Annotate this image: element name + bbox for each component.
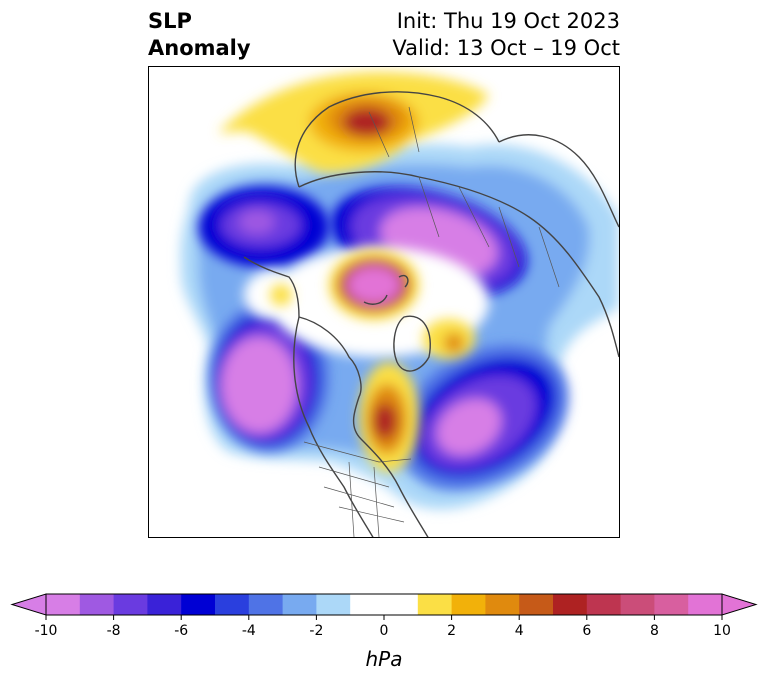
colorbar-swatch bbox=[519, 594, 554, 615]
greenland-coast bbox=[393, 315, 431, 372]
map-title: SLP Anomaly bbox=[148, 8, 251, 62]
colorbar-tick-label: -2 bbox=[309, 623, 323, 639]
colorbar-swatch bbox=[282, 594, 317, 615]
colorbar-swatch bbox=[316, 594, 351, 615]
low-north-atlantic bbox=[399, 344, 569, 490]
title-anomaly: Anomaly bbox=[148, 36, 251, 60]
asia-east-coast bbox=[498, 134, 619, 228]
colorbar-swatch bbox=[485, 594, 520, 615]
colorbar-tick-label: 10 bbox=[713, 623, 731, 639]
alaska-low-core bbox=[239, 210, 275, 234]
colorbar-swatch bbox=[417, 594, 453, 615]
map-dates: Init: Thu 19 Oct 2023 Valid: 13 Oct – 19… bbox=[392, 8, 620, 62]
europe-high-red bbox=[343, 108, 391, 136]
colorbar-swatch bbox=[46, 594, 81, 615]
high-central-asia bbox=[270, 284, 475, 359]
valid-range: Valid: 13 Oct – 19 Oct bbox=[392, 36, 620, 60]
colorbar-swatch bbox=[248, 594, 284, 615]
coastlines bbox=[243, 91, 619, 537]
colorbar-unit: hPa bbox=[365, 647, 403, 671]
colorbar-tick-label: 2 bbox=[447, 623, 456, 639]
colorbar-swatch bbox=[553, 594, 588, 615]
colorbar-swatch bbox=[79, 594, 115, 615]
country-borders bbox=[303, 106, 560, 537]
colorbar-tick-label: 0 bbox=[380, 623, 389, 639]
eurasia-coast bbox=[298, 171, 619, 358]
colorbar-swatch bbox=[586, 594, 622, 615]
arctic-islands bbox=[363, 274, 409, 305]
colorbar-tick-label: 4 bbox=[515, 623, 524, 639]
colorbar-tick-label: 8 bbox=[650, 623, 659, 639]
alaska-coast bbox=[243, 256, 300, 318]
colorbar-swatch bbox=[688, 594, 723, 615]
colorbar-swatch bbox=[350, 594, 385, 615]
colorbar-tick-label: -6 bbox=[174, 623, 188, 639]
europe-coast bbox=[294, 91, 500, 188]
bering-high-yellow bbox=[270, 284, 292, 306]
anomaly-map bbox=[148, 66, 620, 538]
colorbar: -10 -8 -6 -4 -2 0 2 4 6 8 10 bbox=[0, 586, 768, 650]
us-state-lines bbox=[318, 461, 405, 537]
colorbar-tick-label: -10 bbox=[35, 623, 58, 639]
colorbar-swatch bbox=[384, 594, 419, 615]
eurasia-borders bbox=[368, 106, 560, 288]
high-arctic-ocean bbox=[329, 250, 419, 320]
colorbar-swatch bbox=[654, 594, 689, 615]
hudson-high-red bbox=[373, 403, 397, 439]
north-america-coast bbox=[298, 316, 429, 537]
colorbar-swatch bbox=[620, 594, 655, 615]
init-date: Init: Thu 19 Oct 2023 bbox=[396, 9, 620, 33]
colorbar-swatch bbox=[451, 594, 486, 615]
high-europe bbox=[219, 72, 489, 173]
pacific-low-core bbox=[221, 337, 297, 433]
colorbar-tick-label: 6 bbox=[582, 623, 591, 639]
us-canada-border bbox=[303, 441, 412, 463]
low-north-pacific bbox=[209, 302, 329, 452]
colorbar-swatch bbox=[113, 594, 148, 615]
colorbar-over-arrow bbox=[721, 593, 758, 616]
title-slp: SLP bbox=[148, 9, 192, 33]
high-hudson-bay bbox=[359, 362, 419, 472]
asia-high-orange bbox=[444, 333, 464, 353]
atlantic-low-core bbox=[436, 398, 502, 456]
colorbar-swatch bbox=[181, 594, 216, 615]
arctic-high-core bbox=[347, 266, 401, 304]
colorbar-tick-label: -8 bbox=[107, 623, 121, 639]
north-america-west-coast bbox=[293, 316, 374, 537]
colorbar-swatch bbox=[147, 594, 182, 615]
colorbar-swatch bbox=[215, 594, 250, 615]
colorbar-under-arrow bbox=[10, 593, 47, 616]
low-alaska bbox=[199, 187, 329, 267]
colorbar-tick-label: -4 bbox=[242, 623, 256, 639]
